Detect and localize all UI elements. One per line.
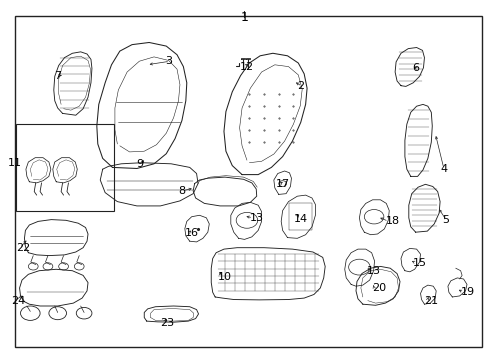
- Text: 23: 23: [160, 318, 174, 328]
- Text: 6: 6: [412, 63, 419, 73]
- Text: 16: 16: [184, 228, 199, 238]
- Text: 12: 12: [239, 62, 253, 72]
- Text: 13: 13: [249, 213, 263, 223]
- Text: 4: 4: [439, 164, 447, 174]
- Text: 15: 15: [412, 258, 427, 268]
- Text: 24: 24: [11, 296, 25, 306]
- Text: 8: 8: [178, 186, 185, 196]
- Text: 13: 13: [366, 266, 380, 276]
- Text: 20: 20: [371, 283, 385, 293]
- Text: 22: 22: [16, 243, 30, 253]
- Text: 9: 9: [136, 159, 143, 169]
- Text: 11: 11: [8, 158, 22, 168]
- Text: 19: 19: [460, 287, 474, 297]
- Text: 17: 17: [276, 179, 290, 189]
- Text: 14: 14: [293, 213, 307, 224]
- Text: 21: 21: [424, 296, 438, 306]
- Bar: [16, 124, 114, 211]
- Text: 2: 2: [297, 81, 304, 91]
- Text: 1: 1: [240, 11, 248, 24]
- Text: 7: 7: [54, 71, 61, 81]
- Text: 3: 3: [165, 56, 172, 66]
- Text: 10: 10: [217, 272, 231, 282]
- Text: 18: 18: [385, 216, 399, 226]
- Text: 5: 5: [442, 215, 448, 225]
